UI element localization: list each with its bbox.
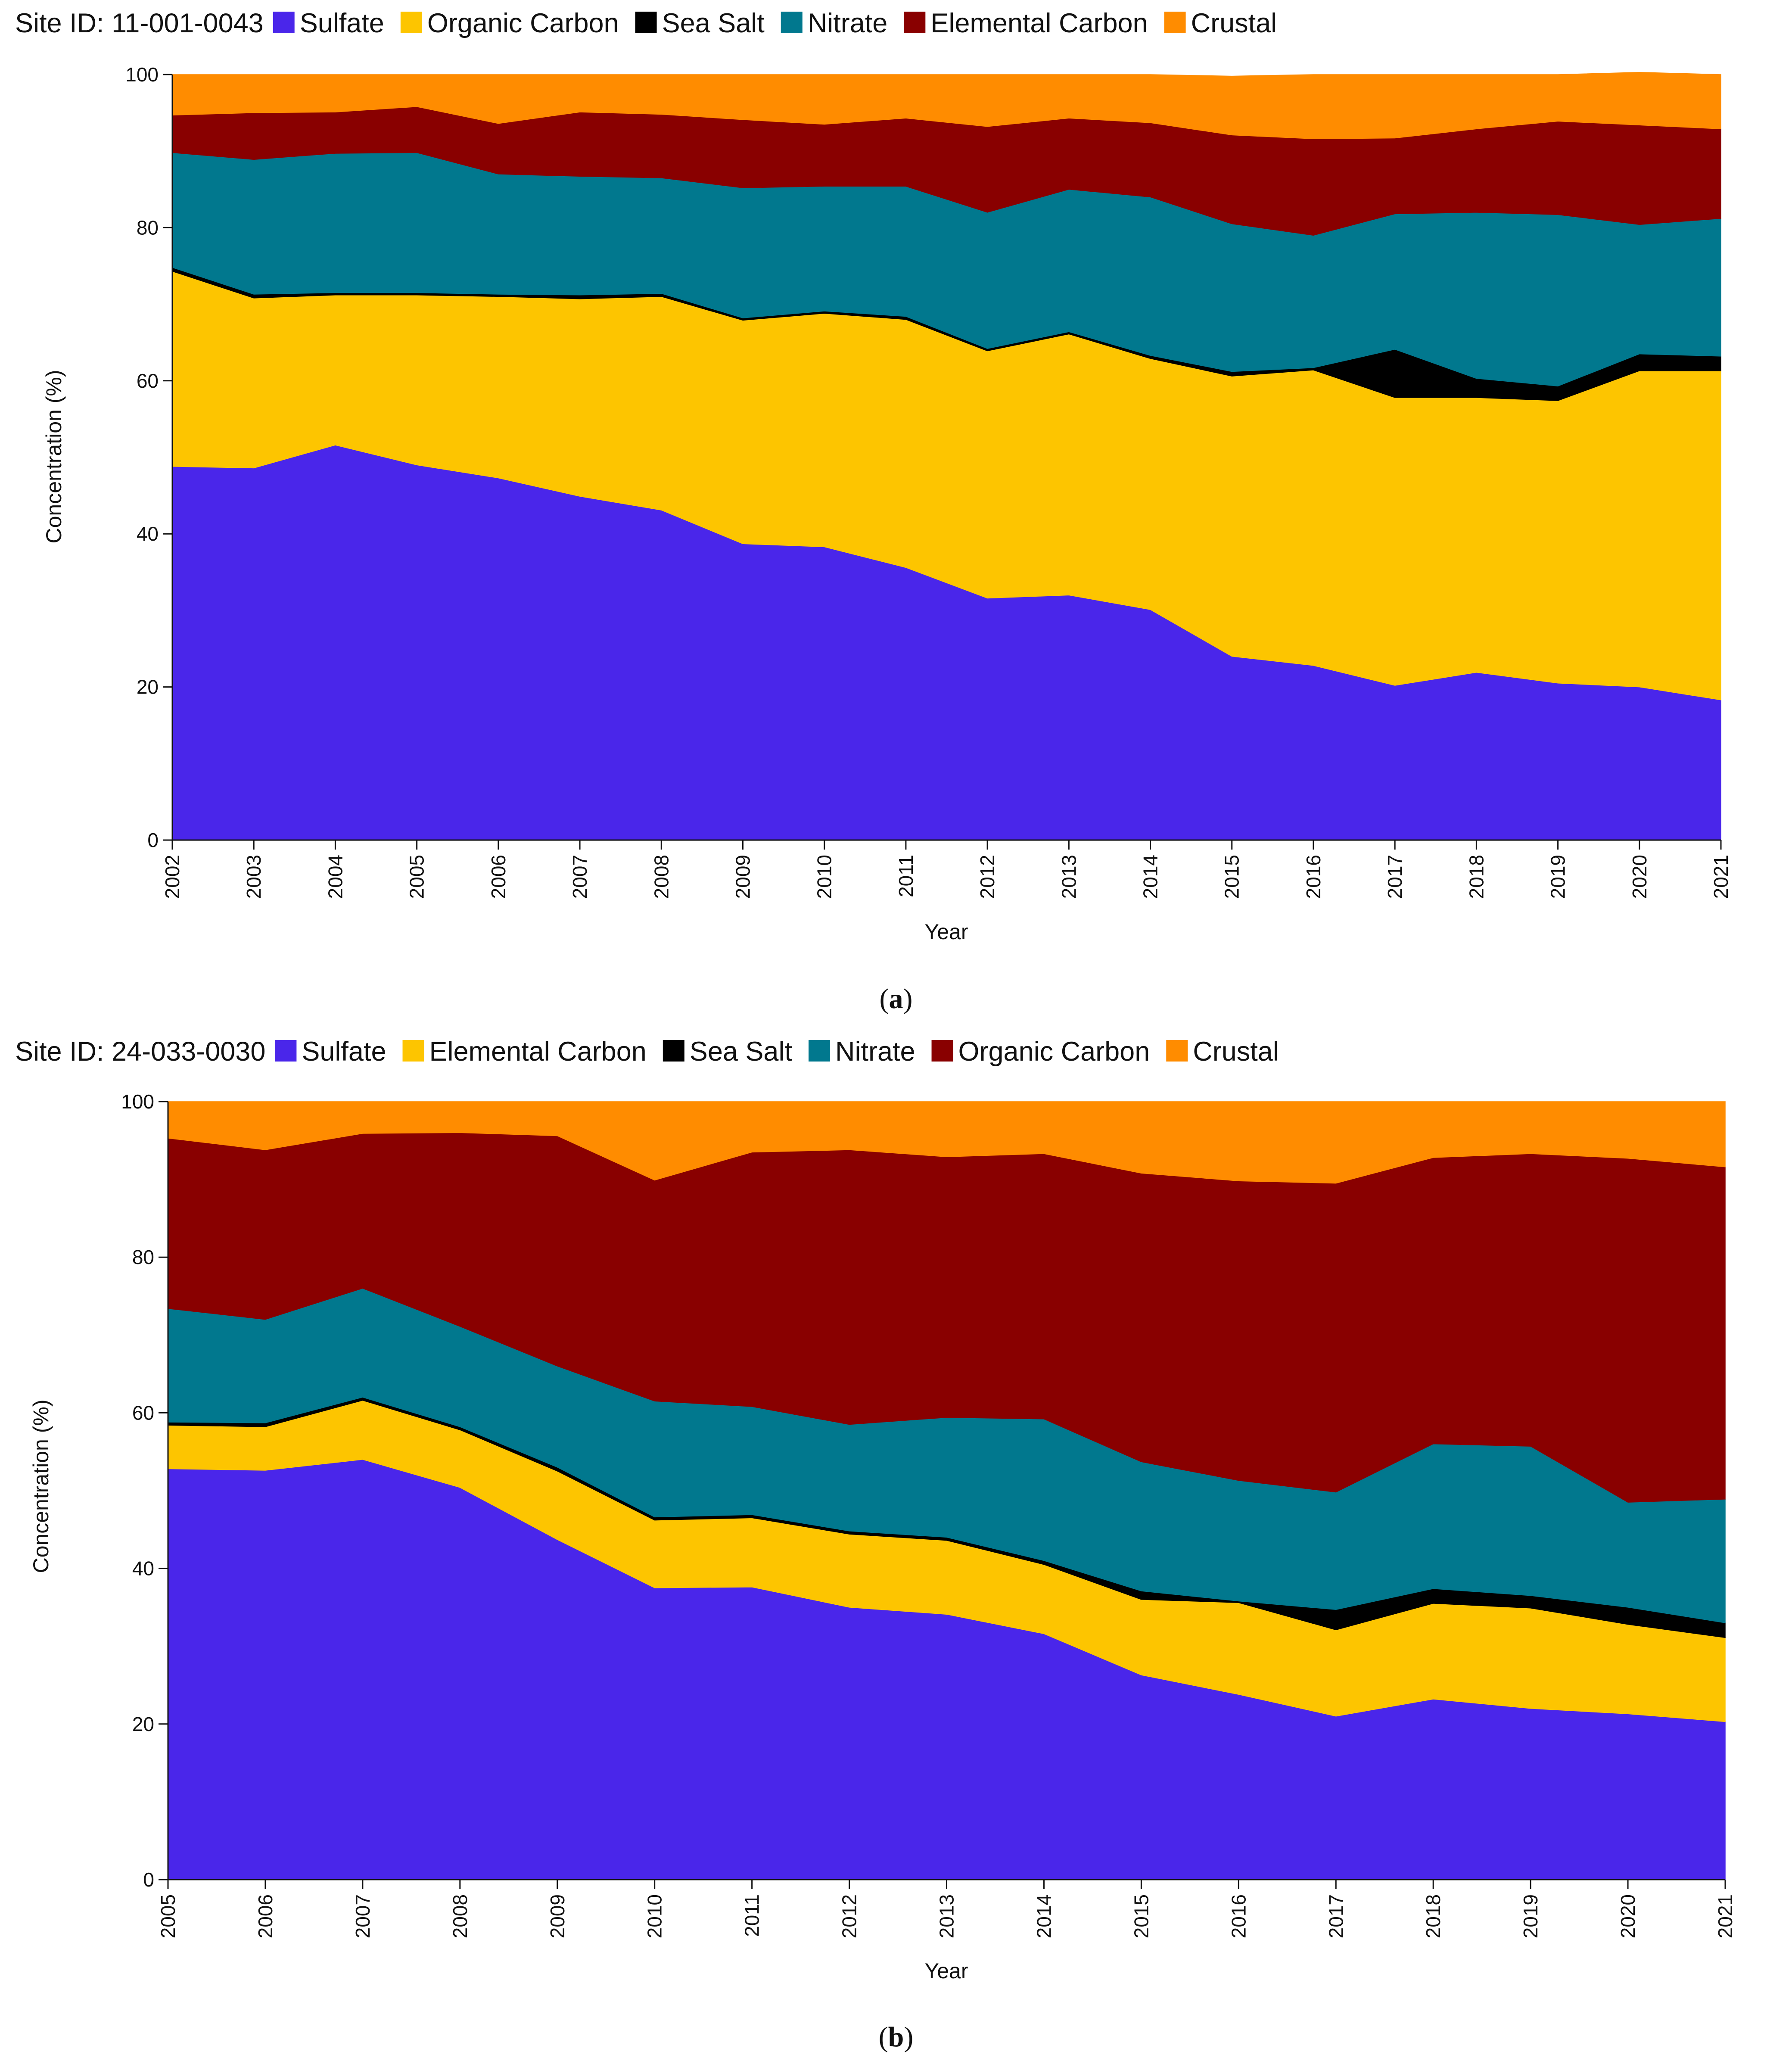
x-tick-label: 2014 [1033, 1894, 1055, 1938]
y-tick-label: 0 [143, 1868, 154, 1891]
plot-area-a [172, 72, 1721, 841]
y-tick-label: 40 [137, 523, 159, 545]
legend-swatch-organic-carbon [931, 1040, 953, 1062]
legend-swatch-crustal [1164, 12, 1186, 33]
caption-letter-a: a [889, 983, 903, 1015]
legend-label-organic-carbon: Organic Carbon [958, 1037, 1150, 1067]
x-tick-label: 2009 [546, 1894, 569, 1938]
legend-label-sea-salt: Sea Salt [662, 8, 765, 38]
x-tick-label: 2005 [157, 1894, 179, 1938]
x-tick-label: 2006 [487, 855, 510, 899]
legend-swatch-elemental-carbon [904, 12, 926, 33]
legend-label-organic-carbon: Organic Carbon [427, 8, 619, 38]
legend-label-elemental-carbon: Elemental Carbon [429, 1037, 647, 1067]
x-tick-label: 2018 [1422, 1894, 1444, 1938]
legend-a: Site ID: 11-001-0043 Sulfate Organic Carb… [15, 8, 1277, 38]
x-tick-label: 2007 [569, 855, 591, 899]
x-tick-label: 2016 [1302, 855, 1325, 899]
x-tick-label: 2008 [449, 1894, 471, 1938]
x-tick-label: 2017 [1325, 1894, 1347, 1938]
x-tick-label: 2011 [895, 855, 917, 897]
y-tick-label: 100 [121, 1090, 154, 1113]
x-tick-label: 2014 [1139, 855, 1162, 899]
legend-swatch-sea-salt [635, 12, 657, 33]
x-tick-label: 2015 [1130, 1894, 1152, 1938]
x-tick-label: 2010 [644, 1894, 666, 1938]
legend-label-sulfate: Sulfate [300, 8, 384, 38]
x-tick-label: 2021 [1710, 855, 1732, 899]
y-tick-label: 20 [137, 676, 159, 698]
caption-a: (a) [880, 983, 913, 1015]
x-tick-label: 2006 [254, 1894, 277, 1938]
x-tick-label: 2015 [1221, 855, 1243, 899]
y-axis-a: 0 20 40 60 80 100 [125, 63, 173, 851]
legend-label-crustal: Crustal [1191, 8, 1277, 38]
area-series-crustal [168, 1101, 1726, 1184]
legend-label-sulfate: Sulfate [302, 1037, 386, 1067]
x-axis-title-b: Year [924, 1959, 968, 1983]
y-axis-b: 0 20 40 60 80 100 [121, 1090, 169, 1891]
legend-swatch-elemental-carbon [402, 1040, 424, 1062]
chart-panel-b: Site ID: 24-033-0030 Sulfate Elemental Ca… [15, 1037, 1736, 2053]
x-tick-label: 2004 [324, 855, 346, 899]
y-axis-title-b: Concentration (%) [29, 1400, 53, 1573]
legend-label-nitrate: Nitrate [808, 8, 888, 38]
legend-swatch-sulfate [275, 1040, 297, 1062]
x-tick-label: 2018 [1465, 855, 1487, 899]
x-tick-label: 2007 [352, 1894, 374, 1938]
x-tick-label: 2003 [243, 855, 265, 899]
x-tick-label: 2020 [1628, 855, 1651, 899]
x-axis-a: 2002 2003 2004 2005 2006 2007 2008 2009 2010 2011… [161, 839, 1732, 899]
legend-label-crustal: Crustal [1193, 1037, 1279, 1067]
legend-swatch-organic-carbon [400, 12, 422, 33]
chart-panel-a: Site ID: 11-001-0043 Sulfate Organic Carb… [15, 8, 1732, 1015]
x-tick-label: 2009 [732, 855, 754, 899]
x-tick-label: 2019 [1519, 1894, 1542, 1938]
x-tick-label: 2012 [976, 855, 999, 899]
plot-area-b [168, 1101, 1726, 1880]
x-tick-label: 2010 [813, 855, 836, 899]
area-series-crustal [172, 72, 1721, 140]
y-tick-label: 100 [125, 63, 159, 86]
y-tick-label: 80 [137, 216, 159, 239]
legend-swatch-crustal [1166, 1040, 1188, 1062]
x-tick-label: 2019 [1547, 855, 1569, 899]
x-tick-label: 2008 [650, 855, 672, 899]
x-tick-label: 2002 [161, 855, 184, 899]
legend-label-sea-salt: Sea Salt [690, 1037, 793, 1067]
x-tick-label: 2017 [1384, 855, 1406, 899]
x-tick-label: 2013 [936, 1894, 958, 1938]
legend-swatch-sulfate [273, 12, 295, 33]
caption-b: (b) [879, 2021, 914, 2053]
x-tick-label: 2021 [1714, 1894, 1736, 1938]
x-axis-b: 2005 2006 2007 2008 2009 2010 2011 2012 2013 2014… [157, 1879, 1736, 1938]
y-axis-title-a: Concentration (%) [42, 370, 66, 544]
y-tick-label: 80 [132, 1246, 154, 1268]
y-tick-label: 40 [132, 1557, 154, 1580]
x-tick-label: 2012 [838, 1894, 861, 1938]
y-tick-label: 20 [132, 1713, 154, 1735]
x-tick-label: 2011 [741, 1894, 763, 1937]
legend-swatch-nitrate [781, 12, 803, 33]
x-tick-label: 2013 [1058, 855, 1080, 899]
site-id-label-b: Site ID: 24-033-0030 [15, 1037, 265, 1067]
legend-label-nitrate: Nitrate [835, 1037, 915, 1067]
y-tick-label: 60 [137, 370, 159, 392]
legend-swatch-sea-salt [663, 1040, 684, 1062]
x-tick-label: 2005 [406, 855, 428, 899]
y-tick-label: 60 [132, 1401, 154, 1424]
site-id-label-a: Site ID: 11-001-0043 [15, 8, 264, 38]
x-tick-label: 2016 [1227, 1894, 1250, 1938]
legend-label-elemental-carbon: Elemental Carbon [930, 8, 1148, 38]
caption-letter-b: b [888, 2021, 904, 2053]
y-tick-label: 0 [147, 829, 159, 851]
legend-swatch-nitrate [808, 1040, 830, 1062]
x-tick-label: 2020 [1617, 1894, 1639, 1938]
legend-b: Site ID: 24-033-0030 Sulfate Elemental Ca… [15, 1037, 1279, 1067]
x-axis-title-a: Year [924, 920, 968, 944]
